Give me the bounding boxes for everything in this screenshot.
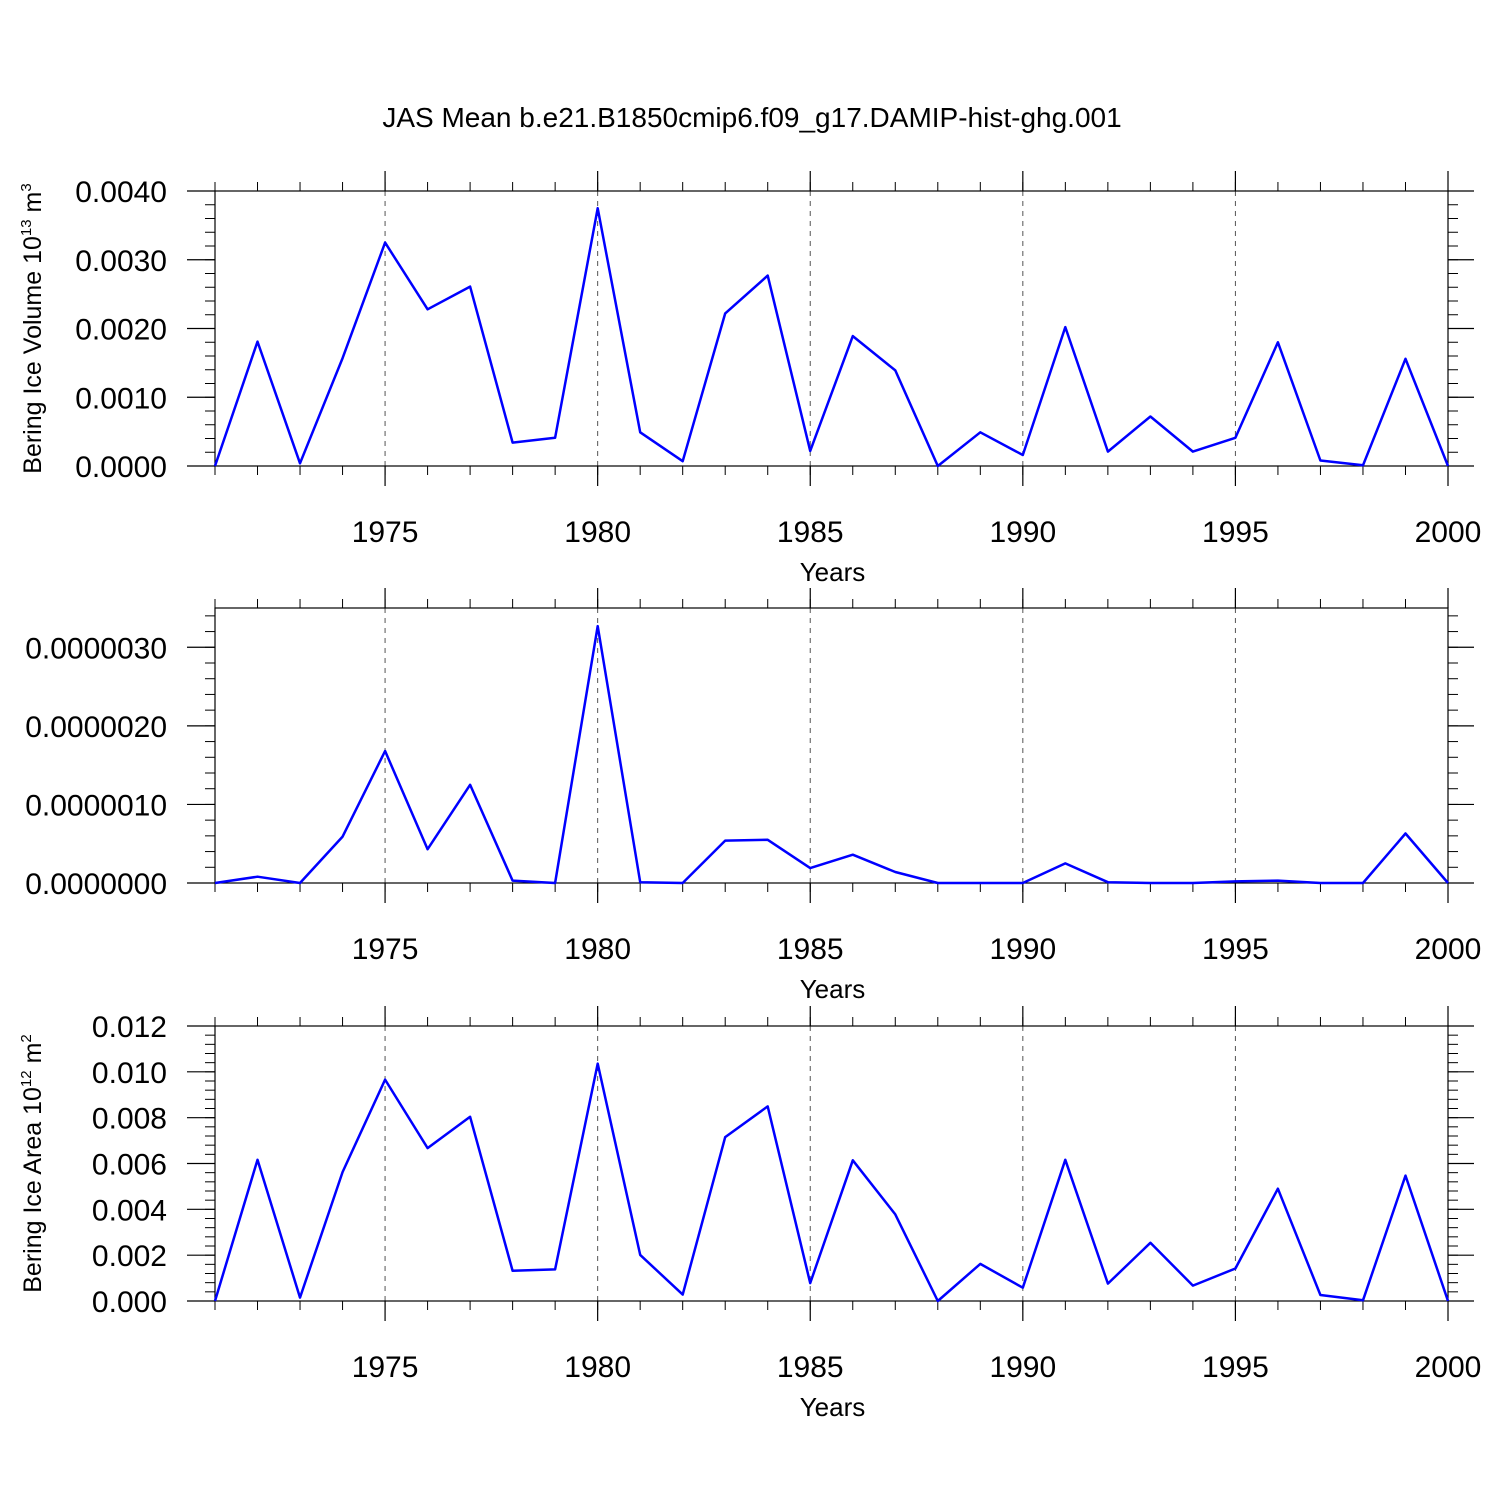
y-tick-label: 0.0000010 bbox=[25, 789, 167, 822]
x-tick-label: 1975 bbox=[352, 516, 419, 549]
x-tick-label: 1990 bbox=[989, 1351, 1056, 1384]
y-axis-label-unit-exponent: 2 bbox=[18, 1034, 35, 1042]
y-tick-label: 0.012 bbox=[92, 1011, 167, 1044]
plot-frame bbox=[214, 190, 1449, 467]
figure-title: JAS Mean b.e21.B1850cmip6.f09_g17.DAMIP-… bbox=[382, 102, 1121, 133]
x-tick-label: 1995 bbox=[1202, 1351, 1269, 1384]
x-axis-label: Years bbox=[800, 1392, 866, 1422]
panels: 1975 1980 1985 1990 1995 2000 Years 0.0000 0.001… bbox=[18, 171, 1481, 1422]
chart-panel-1: 1975 1980 1985 1990 1995 2000 Years 0.0000 0.001… bbox=[18, 171, 1481, 587]
x-axis-label: Years bbox=[800, 974, 866, 1004]
y-tick-label: 0.0030 bbox=[75, 245, 167, 278]
y-tick-label: 0.002 bbox=[92, 1240, 167, 1273]
x-tick-label: 2000 bbox=[1415, 933, 1482, 966]
y-tick-label: 0.0000 bbox=[75, 451, 167, 484]
y-tick-label: 0.010 bbox=[92, 1057, 167, 1090]
y-tick-label: 0.000 bbox=[92, 1286, 167, 1319]
y-tick-label: 0.0000030 bbox=[25, 632, 167, 665]
x-tick-label: 1990 bbox=[989, 933, 1056, 966]
plot-frame bbox=[214, 607, 1449, 884]
x-tick-label: 1975 bbox=[352, 1351, 419, 1384]
y-tick-label: 0.0020 bbox=[75, 314, 167, 347]
chart-panel-2: 1975 1980 1985 1990 1995 2000 Years 0.0000000 0.… bbox=[25, 588, 1481, 1004]
y-tick-label: 0.0000000 bbox=[25, 868, 167, 901]
y-tick-label: 0.006 bbox=[92, 1149, 167, 1182]
y-axis-label: Bering Ice Area 1012 m2 bbox=[18, 1034, 47, 1293]
series-line bbox=[214, 624, 1449, 885]
y-axis-label-text: Bering Ice Area 10 bbox=[19, 1087, 47, 1293]
x-tick-label: 1980 bbox=[564, 516, 631, 549]
y-tick-label: 0.008 bbox=[92, 1103, 167, 1136]
y-tick-label: 0.0040 bbox=[75, 176, 167, 209]
y-axis-label-exponent: 13 bbox=[18, 219, 35, 236]
x-tick-label: 1995 bbox=[1202, 516, 1269, 549]
chart-panel-3: 1975 1980 1985 1990 1995 2000 Years 0.000 0.002 0… bbox=[18, 1006, 1481, 1422]
x-tick-label: 2000 bbox=[1415, 516, 1482, 549]
y-axis-label-unit-exponent: 3 bbox=[18, 183, 35, 191]
x-tick-label: 1985 bbox=[777, 516, 844, 549]
y-axis-label-unit: m bbox=[19, 192, 47, 220]
plot-frame bbox=[214, 1025, 1449, 1302]
x-axis-label: Years bbox=[800, 557, 866, 587]
x-tick-label: 1985 bbox=[777, 933, 844, 966]
x-tick-label: 1995 bbox=[1202, 933, 1269, 966]
x-tick-label: 1985 bbox=[777, 1351, 844, 1384]
x-tick-label: 1990 bbox=[989, 516, 1056, 549]
x-tick-label: 1980 bbox=[564, 933, 631, 966]
y-axis-label-unit: m bbox=[19, 1043, 47, 1071]
y-tick-label: 0.004 bbox=[92, 1194, 167, 1227]
y-tick-label: 0.0000020 bbox=[25, 711, 167, 744]
y-axis-label: Bering Ice Volume 1013 m3 bbox=[18, 183, 47, 473]
x-tick-label: 1980 bbox=[564, 1351, 631, 1384]
y-tick-label: 0.0010 bbox=[75, 382, 167, 415]
x-tick-label: 2000 bbox=[1415, 1351, 1482, 1384]
y-axis-label-text: Bering Ice Volume 10 bbox=[19, 236, 47, 474]
x-tick-label: 1975 bbox=[352, 933, 419, 966]
y-axis-label-exponent: 12 bbox=[18, 1070, 35, 1087]
series-line bbox=[213, 1062, 1450, 1303]
series-line bbox=[213, 206, 1450, 468]
